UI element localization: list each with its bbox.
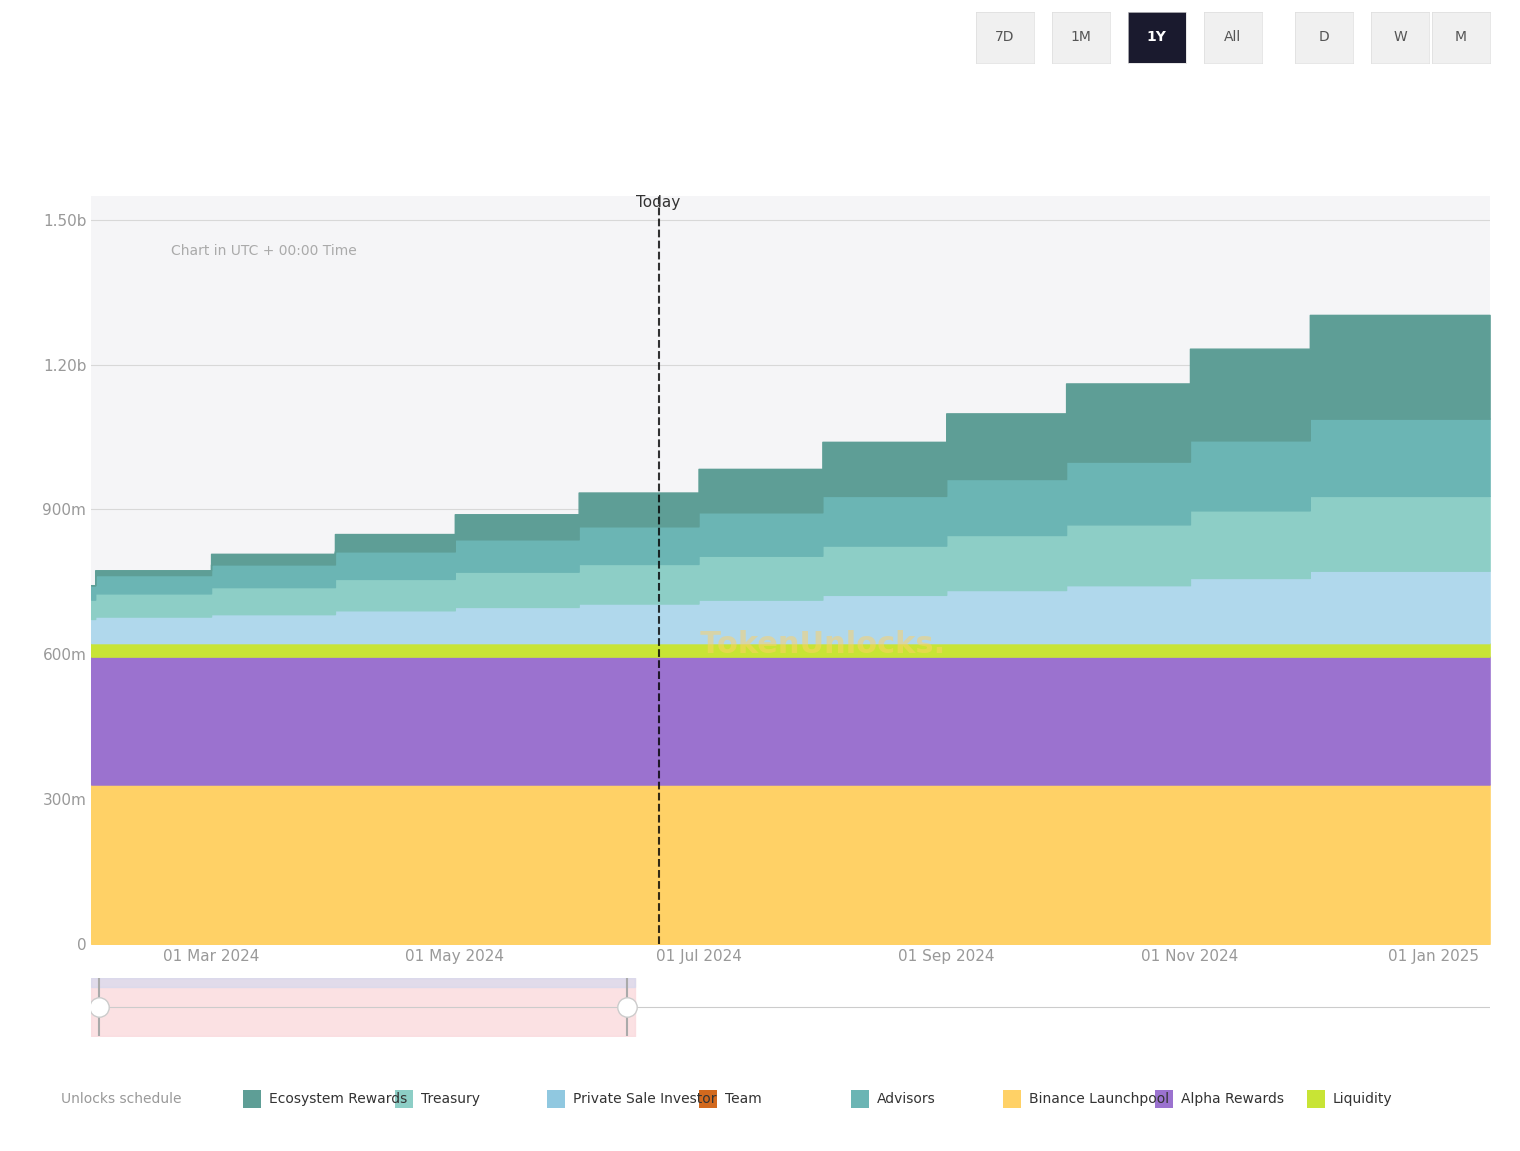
- Text: Advisors: Advisors: [877, 1092, 936, 1106]
- Text: D: D: [1318, 30, 1330, 45]
- Text: Liquidity: Liquidity: [1333, 1092, 1392, 1106]
- Text: Private Sale Investor: Private Sale Investor: [573, 1092, 716, 1106]
- Text: Team: Team: [725, 1092, 762, 1106]
- Text: 1Y: 1Y: [1146, 30, 1167, 45]
- Text: 7D: 7D: [996, 30, 1014, 45]
- Text: M: M: [1455, 30, 1467, 45]
- Text: Ecosystem Rewards: Ecosystem Rewards: [269, 1092, 407, 1106]
- Text: Alpha Rewards: Alpha Rewards: [1181, 1092, 1284, 1106]
- Text: All: All: [1224, 30, 1242, 45]
- Text: TokenUnlocks.: TokenUnlocks.: [678, 630, 945, 660]
- Text: W: W: [1392, 30, 1408, 45]
- Text: Treasury: Treasury: [421, 1092, 480, 1106]
- Text: Chart in UTC + 00:00 Time: Chart in UTC + 00:00 Time: [172, 244, 357, 258]
- Text: Unlocks schedule: Unlocks schedule: [61, 1092, 181, 1106]
- Text: 1M: 1M: [1070, 30, 1091, 45]
- Text: Binance Launchpool: Binance Launchpool: [1029, 1092, 1169, 1106]
- Text: Today: Today: [637, 196, 681, 211]
